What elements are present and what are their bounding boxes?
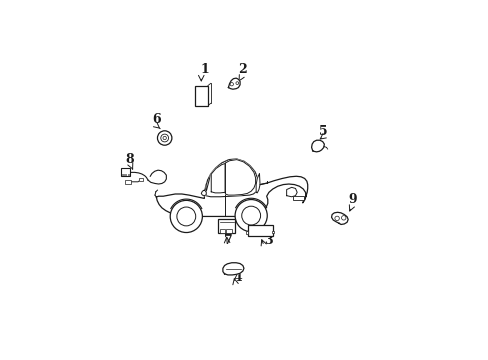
Bar xyxy=(127,174,129,175)
Polygon shape xyxy=(223,263,244,275)
Polygon shape xyxy=(228,78,240,89)
Polygon shape xyxy=(331,212,347,225)
Polygon shape xyxy=(256,174,260,193)
Text: 9: 9 xyxy=(348,193,357,206)
Polygon shape xyxy=(286,187,297,197)
Bar xyxy=(219,229,224,233)
Circle shape xyxy=(161,134,168,142)
Circle shape xyxy=(230,82,233,86)
Polygon shape xyxy=(311,140,324,152)
Polygon shape xyxy=(156,159,307,216)
Text: 7: 7 xyxy=(224,234,232,247)
Polygon shape xyxy=(211,163,224,193)
Bar xyxy=(124,180,131,184)
Circle shape xyxy=(163,136,166,140)
Circle shape xyxy=(177,207,195,226)
Bar xyxy=(122,174,123,175)
Text: 5: 5 xyxy=(318,125,327,138)
Circle shape xyxy=(334,216,339,221)
Circle shape xyxy=(235,199,267,232)
Bar xyxy=(272,231,274,233)
Text: 6: 6 xyxy=(152,113,161,126)
Polygon shape xyxy=(225,159,255,195)
Bar xyxy=(247,225,272,236)
Circle shape xyxy=(157,131,172,145)
Bar xyxy=(292,196,303,201)
Bar xyxy=(138,179,143,181)
Text: 3: 3 xyxy=(264,234,272,247)
Bar xyxy=(218,219,235,233)
Circle shape xyxy=(170,201,202,233)
Bar xyxy=(226,229,231,233)
Circle shape xyxy=(235,82,238,85)
Text: 4: 4 xyxy=(233,271,242,284)
Bar xyxy=(245,231,248,234)
Text: 2: 2 xyxy=(238,63,246,76)
Circle shape xyxy=(241,206,260,225)
Polygon shape xyxy=(205,159,260,197)
Bar xyxy=(124,174,126,175)
Text: 1: 1 xyxy=(200,63,209,76)
Circle shape xyxy=(341,216,346,220)
Bar xyxy=(194,86,207,105)
Bar xyxy=(121,168,129,176)
Text: 8: 8 xyxy=(125,153,134,166)
Polygon shape xyxy=(201,190,206,195)
